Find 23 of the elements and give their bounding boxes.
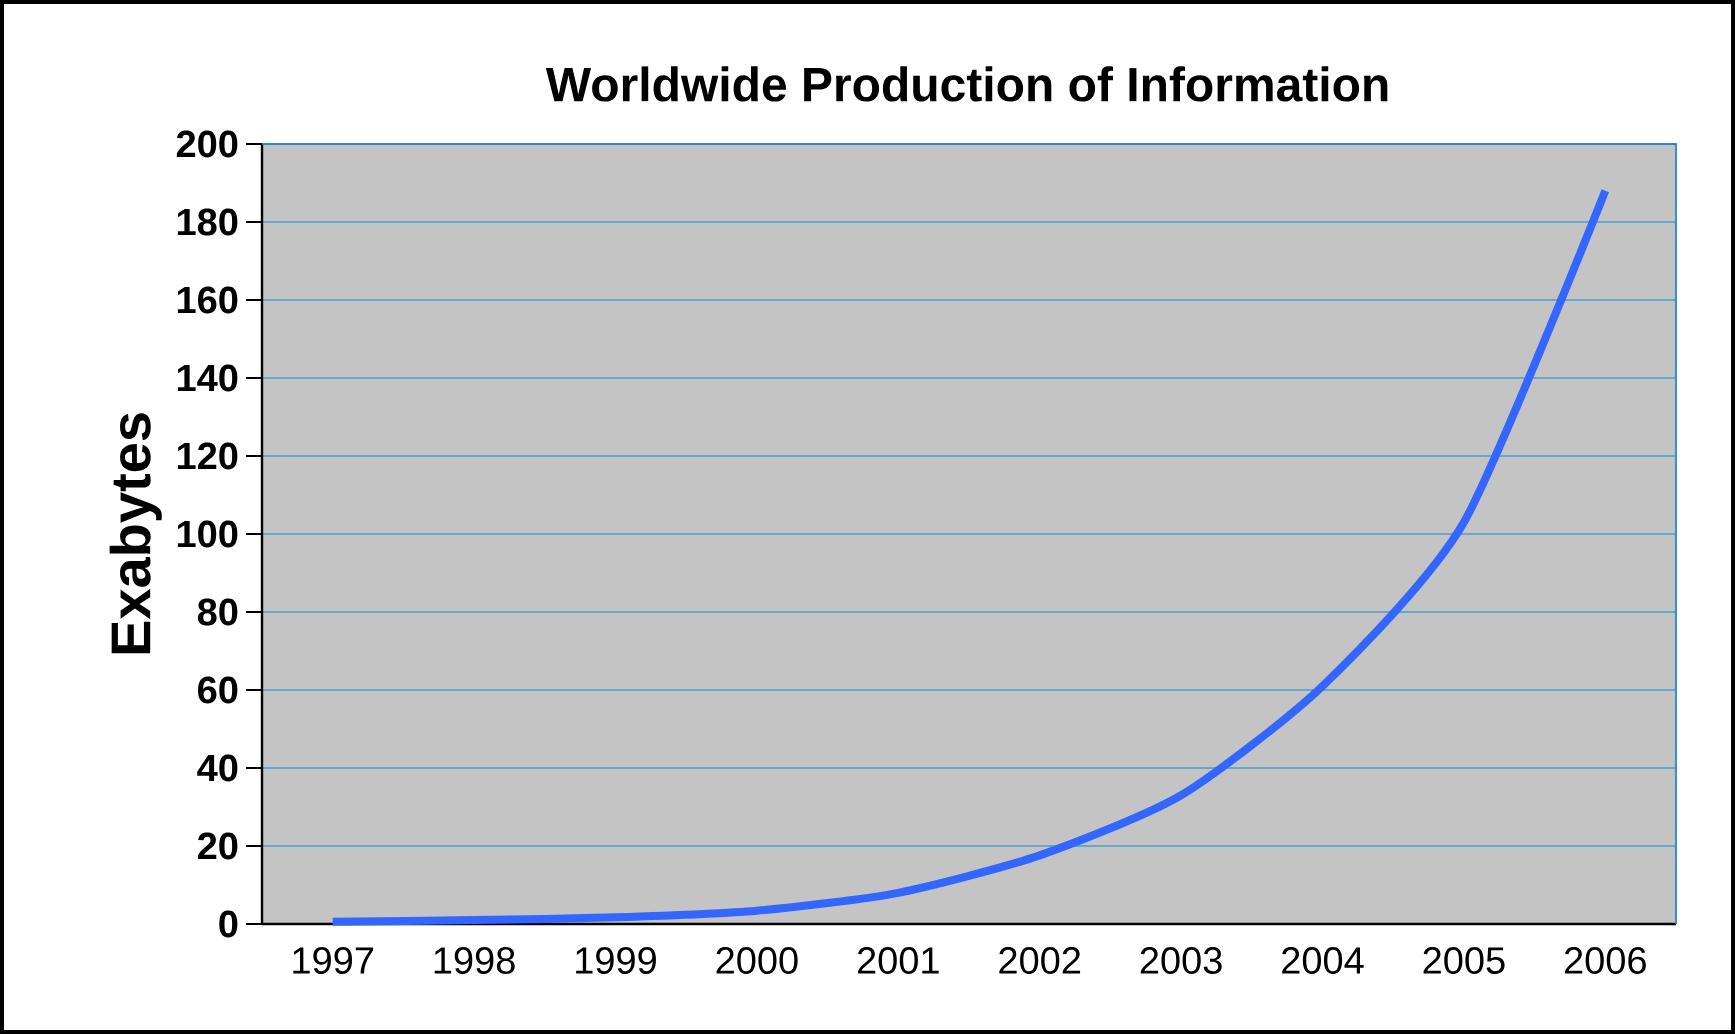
y-axis-title: Exabytes [109,413,162,654]
y-tick-label: 60 [198,676,238,704]
chart-title: Worldwide Production of Information [545,66,1388,102]
x-tick-label: 2004 [1282,947,1364,974]
x-tick-label: 2001 [857,947,939,974]
y-tick-label: 100 [177,520,238,548]
y-tick-label: 20 [197,832,238,860]
y-tick-label: 120 [177,442,238,470]
y-tick-label: 140 [177,364,238,392]
y-tick-label: 160 [177,286,238,314]
x-tick-label: 2005 [1423,947,1505,974]
y-tick-label: 0 [219,910,238,938]
x-tick-label: 1998 [434,947,515,974]
x-tick-label: 2000 [716,947,798,974]
x-tick-label: 2002 [999,947,1081,974]
x-tick-label: 1999 [576,947,656,974]
y-tick-label: 80 [197,598,238,626]
y-tick-label: 40 [197,754,238,782]
y-tick-label: 200 [176,130,238,158]
y-tick-label: 180 [177,208,238,236]
x-tick-label: 2003 [1140,947,1222,974]
x-tick-label: 2006 [1564,947,1646,974]
x-tick-label: 1997 [293,947,374,974]
